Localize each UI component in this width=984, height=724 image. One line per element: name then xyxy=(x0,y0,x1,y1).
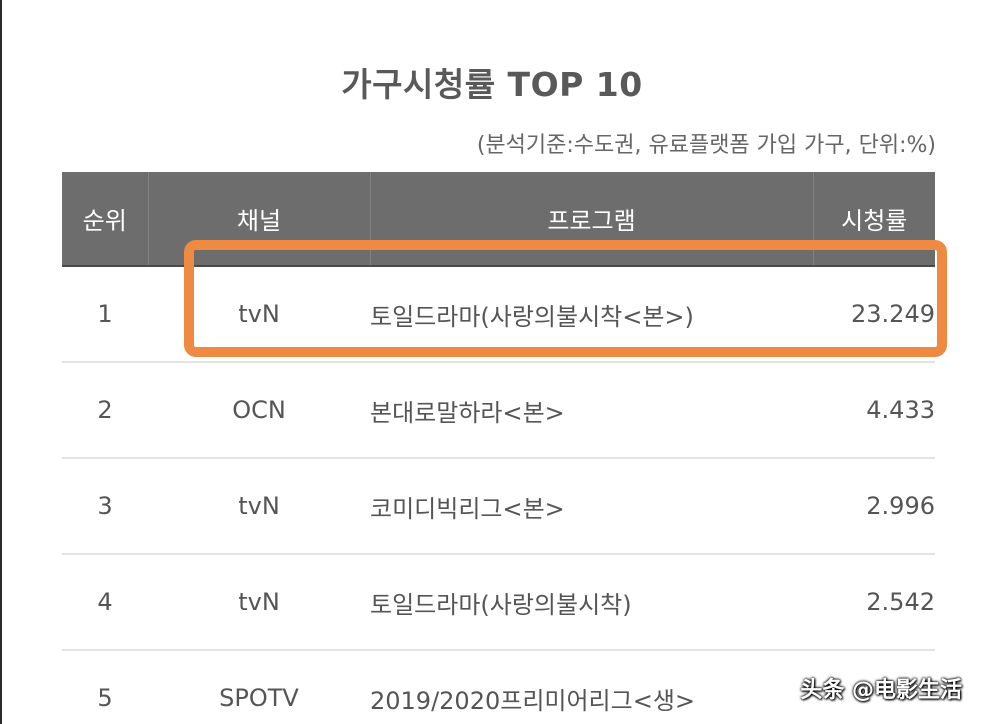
header-rank: 순위 xyxy=(62,172,149,267)
table-row: 2 OCN 본대로말하라<본> 4.433 xyxy=(62,362,935,459)
table-row: 5 SPOTV 2019/2020프리미어리그<생> xyxy=(62,650,935,724)
rating-cell: 4.433 xyxy=(813,362,935,459)
rating-cell xyxy=(813,650,935,724)
rank-cell: 1 xyxy=(62,266,148,363)
channel-cell: tvN xyxy=(148,266,370,363)
table-row: 3 tvN 코미디빅리그<본> 2.996 xyxy=(62,458,935,555)
channel-cell: tvN xyxy=(148,458,370,555)
table-row: 1 tvN 토일드라마(사랑의불시착<본>) 23.249 xyxy=(62,266,935,363)
channel-cell: tvN xyxy=(148,554,370,651)
program-cell: 본대로말하라<본> xyxy=(370,362,813,459)
table-row: 4 tvN 토일드라마(사랑의불시착) 2.542 xyxy=(62,554,935,651)
header-rating: 시청률 xyxy=(813,172,935,267)
header-channel: 채널 xyxy=(148,172,371,267)
rank-cell: 4 xyxy=(62,554,148,651)
rank-cell: 3 xyxy=(62,458,148,555)
program-cell: 토일드라마(사랑의불시착) xyxy=(370,554,813,651)
watermark: 头条 @电影生活 xyxy=(800,678,962,703)
header-program: 프로그램 xyxy=(370,172,814,267)
rank-cell: 2 xyxy=(62,362,148,459)
rating-cell: 23.249 xyxy=(813,266,935,363)
rating-cell: 2.996 xyxy=(813,458,935,555)
left-edge-rule xyxy=(0,0,2,724)
rating-cell: 2.542 xyxy=(813,554,935,651)
program-cell: 토일드라마(사랑의불시착<본>) xyxy=(370,266,813,363)
table-header-row: 순위 채널 프로그램 시청률 xyxy=(62,172,935,267)
program-cell: 코미디빅리그<본> xyxy=(370,458,813,555)
channel-cell: OCN xyxy=(148,362,370,459)
rank-cell: 5 xyxy=(62,650,148,724)
table-caption: (분석기준:수도권, 유료플랫폼 가입 가구, 단위:%) xyxy=(476,133,936,158)
channel-cell: SPOTV xyxy=(148,650,370,724)
ratings-table: 순위 채널 프로그램 시청률 1 tvN 토일드라마(사랑의불시착<본>) 23… xyxy=(62,172,935,724)
program-cell: 2019/2020프리미어리그<생> xyxy=(370,650,813,724)
page-title: 가구시청률 TOP 10 xyxy=(341,65,643,104)
